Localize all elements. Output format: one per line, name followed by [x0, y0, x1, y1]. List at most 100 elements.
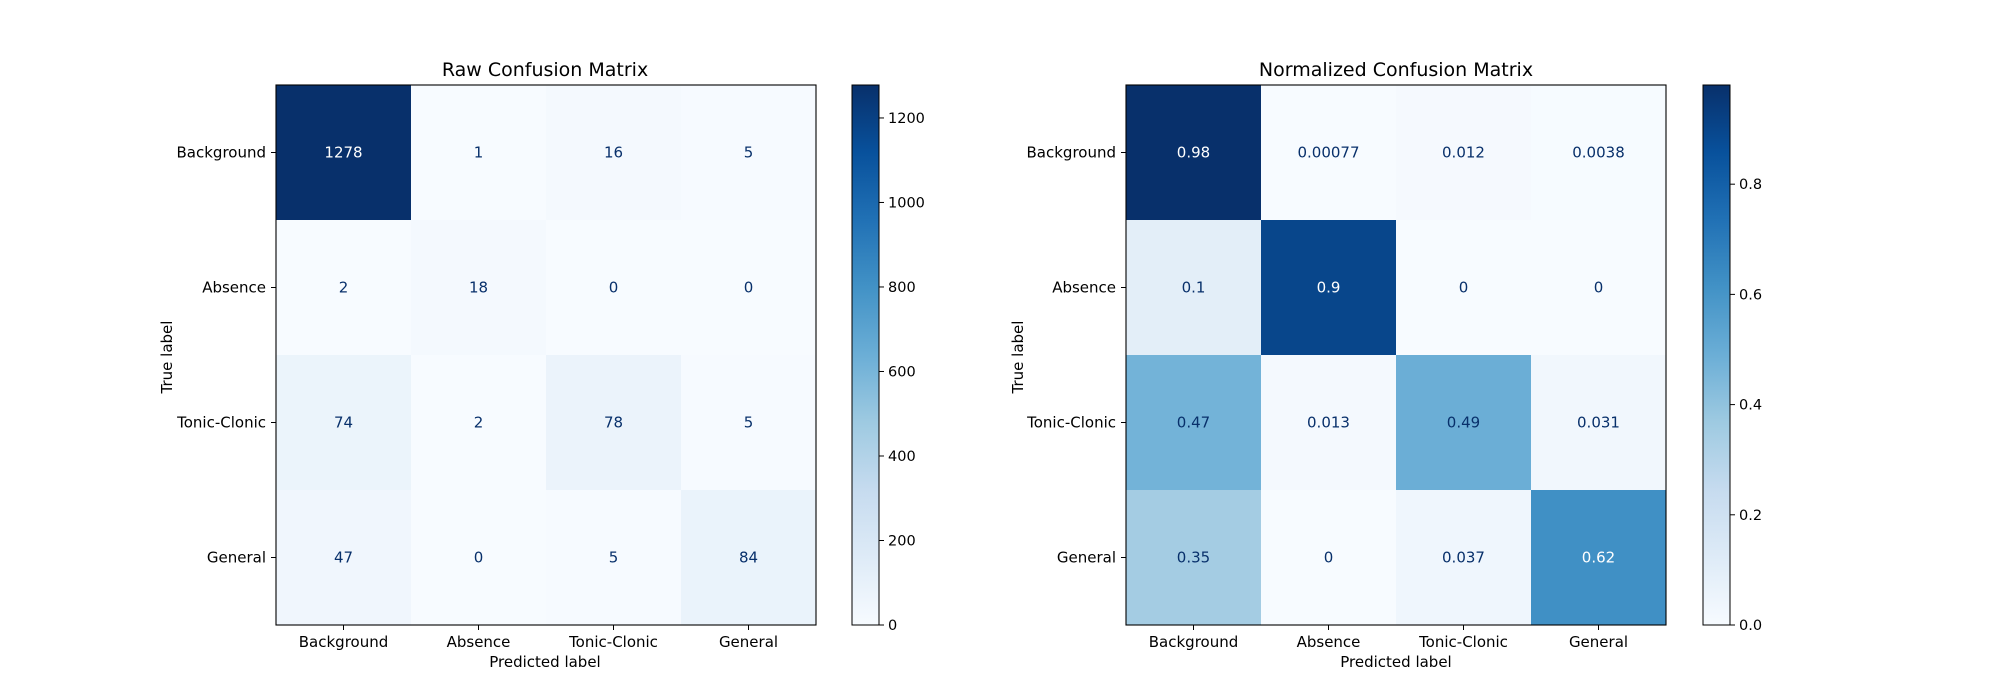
matrix-cell — [276, 220, 412, 356]
matrix-cell — [1396, 220, 1532, 356]
x-tick-label: Absence — [447, 633, 511, 651]
cell-value-label: 0.1 — [1182, 279, 1206, 297]
cell-value-label: 0.35 — [1177, 549, 1210, 567]
cell-value-label: 1278 — [324, 144, 362, 162]
cell-value-label: 0 — [1594, 279, 1604, 297]
matrix-cell — [1531, 490, 1667, 626]
colorbar-tick-label: 0.2 — [1739, 508, 1762, 524]
cell-value-label: 0.031 — [1577, 414, 1620, 432]
matrix-cell — [1531, 220, 1667, 356]
cell-value-label: 0.9 — [1317, 279, 1341, 297]
x-tick-label: Background — [299, 633, 389, 651]
y-axis-label: True label — [1009, 321, 1027, 395]
x-tick-label: Tonic-Clonic — [568, 633, 658, 651]
y-tick-label: Tonic-Clonic — [1026, 414, 1116, 432]
colorbar-tick-label: 800 — [888, 280, 916, 296]
matrix-cell — [411, 355, 547, 491]
matrix-cell — [681, 220, 817, 356]
cell-value-label: 74 — [334, 414, 353, 432]
colorbar-tick-label: 600 — [888, 364, 916, 380]
colorbar-tick-label: 0.6 — [1739, 287, 1762, 303]
matrix-cell — [276, 355, 412, 491]
colorbar — [851, 84, 880, 626]
cell-value-label: 0.00077 — [1297, 144, 1359, 162]
matrix-cell — [1126, 220, 1262, 356]
cell-value-label: 0.012 — [1442, 144, 1485, 162]
y-tick-label: Absence — [202, 279, 266, 297]
x-tick-label: Absence — [1297, 633, 1361, 651]
chart-title: Normalized Confusion Matrix — [1259, 59, 1533, 81]
matrix-cell — [546, 490, 682, 626]
cell-value-label: 0.49 — [1447, 414, 1480, 432]
x-tick-label: General — [719, 633, 778, 651]
cell-value-label: 0.0038 — [1572, 144, 1625, 162]
x-tick-label: General — [1569, 633, 1628, 651]
matrix-cell — [546, 355, 682, 491]
matrix-cell — [1261, 220, 1397, 356]
matrix-cell — [1126, 85, 1262, 221]
cell-value-label: 18 — [469, 279, 488, 297]
matrix-cell — [1396, 85, 1532, 221]
x-tick-label: Tonic-Clonic — [1418, 633, 1508, 651]
y-tick-label: Background — [1027, 144, 1117, 162]
matrix-cell — [1126, 490, 1262, 626]
cell-value-label: 2 — [474, 414, 484, 432]
matrix-cell — [546, 220, 682, 356]
cell-value-label: 0.47 — [1177, 414, 1210, 432]
normalized-confusion-matrix-panel: Normalized Confusion Matrix Predicted la… — [1009, 59, 1762, 671]
cell-value-label: 0 — [609, 279, 619, 297]
cell-value-label: 47 — [334, 549, 353, 567]
x-axis-label: Predicted label — [1340, 653, 1451, 671]
colorbar-tick-label: 0.0 — [1739, 618, 1762, 634]
cell-value-label: 0.037 — [1442, 549, 1485, 567]
colorbar-tick-label: 0.8 — [1739, 177, 1762, 193]
colorbar-tick-label: 0.4 — [1739, 398, 1762, 414]
colorbar-tick-label: 400 — [888, 449, 916, 465]
cell-value-label: 2 — [339, 279, 349, 297]
colorbar-tick-label: 1000 — [888, 195, 925, 211]
cell-value-label: 5 — [744, 414, 754, 432]
x-axis-label: Predicted label — [489, 653, 600, 671]
cell-value-label: 16 — [604, 144, 623, 162]
matrix-cell — [1531, 355, 1667, 491]
y-tick-label: Absence — [1052, 279, 1116, 297]
matrix-cell — [1261, 355, 1397, 491]
matrix-cell — [681, 85, 817, 221]
cell-value-label: 0 — [744, 279, 754, 297]
matrix-cell — [681, 355, 817, 491]
matrix-cell — [1126, 355, 1262, 491]
cell-value-label: 5 — [744, 144, 754, 162]
plot-frame — [275, 84, 817, 626]
y-tick-label: General — [1057, 549, 1116, 567]
matrix-cell — [681, 490, 817, 626]
y-axis-label: True label — [158, 321, 176, 395]
cell-value-label: 0.013 — [1307, 414, 1350, 432]
plot-frame — [1125, 84, 1667, 626]
colorbar-tick-label: 0 — [888, 618, 897, 634]
chart-title: Raw Confusion Matrix — [442, 59, 648, 81]
cell-value-label: 78 — [604, 414, 623, 432]
matrix-cell — [1531, 85, 1667, 221]
cell-value-label: 1 — [474, 144, 484, 162]
cell-value-label: 0 — [474, 549, 484, 567]
matrix-cell — [1396, 490, 1532, 626]
matrix-cell — [1396, 355, 1532, 491]
x-tick-label: Background — [1149, 633, 1239, 651]
matrix-cell — [411, 220, 547, 356]
matrix-cell — [411, 85, 547, 221]
cell-value-label: 84 — [739, 549, 758, 567]
colorbar-tick-label: 1200 — [888, 111, 925, 127]
matrix-cell — [411, 490, 547, 626]
y-tick-label: Background — [177, 144, 267, 162]
y-tick-label: Tonic-Clonic — [176, 414, 266, 432]
colorbar — [1702, 84, 1731, 626]
matrix-cell — [276, 85, 412, 221]
cell-value-label: 0.62 — [1582, 549, 1615, 567]
colorbar-tick-label: 200 — [888, 533, 916, 549]
cell-value-label: 5 — [609, 549, 619, 567]
raw-confusion-matrix-panel: Raw Confusion Matrix Predicted label Tru… — [158, 59, 925, 671]
cell-value-label: 0 — [1324, 549, 1334, 567]
matrix-cell — [1261, 490, 1397, 626]
cell-value-label: 0 — [1459, 279, 1469, 297]
